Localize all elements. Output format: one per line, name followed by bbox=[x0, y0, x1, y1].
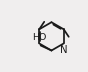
Text: HO: HO bbox=[32, 33, 46, 42]
Text: N: N bbox=[60, 45, 67, 55]
